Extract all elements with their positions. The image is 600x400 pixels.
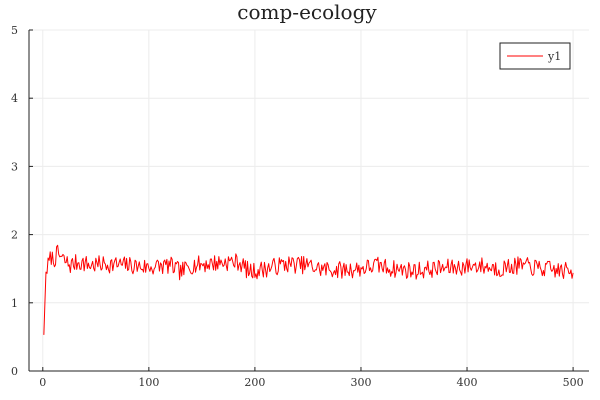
y-tick-label: 5 [11,24,18,37]
x-tick-label: 400 [457,376,478,389]
grid-lines [29,29,589,372]
y-tick-label: 0 [11,365,18,378]
x-tick-label: 300 [350,376,371,389]
series-line-y1 [43,244,574,335]
x-tick-label: 200 [244,376,265,389]
y-tick-label: 2 [11,229,18,242]
legend-label-y1: y1 [547,50,561,63]
legend: y1 [499,42,571,70]
chart-title: comp-ecology [237,0,377,24]
x-tick-label: 100 [138,376,159,389]
x-tick-label: 0 [39,376,46,389]
tick-labels: 0 100 200 300 400 500 0 1 2 3 4 5 [11,24,584,389]
y-tick-label: 3 [11,160,18,173]
series-group [43,244,574,335]
x-tick-label: 500 [563,376,584,389]
y-tick-label: 4 [11,92,18,105]
y-tick-label: 1 [11,297,18,310]
